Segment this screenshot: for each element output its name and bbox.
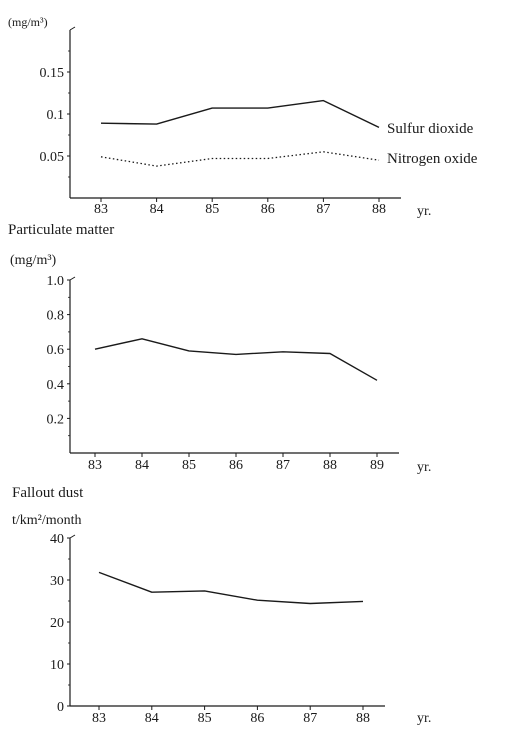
y-axis-cap bbox=[69, 276, 76, 281]
y-tick-label: 0.15 bbox=[40, 66, 65, 81]
y-axis-label: t/km²/month bbox=[12, 513, 82, 528]
y-tick-label: 0 bbox=[57, 700, 64, 715]
x-tick-label: 88 bbox=[323, 458, 337, 473]
series-line-nitrogen-oxide bbox=[100, 151, 380, 167]
y-tick-label: 10 bbox=[50, 658, 64, 673]
x-tick-label: 87 bbox=[316, 202, 330, 217]
x-tick-label: 83 bbox=[94, 202, 108, 217]
y-axis-label: (mg/m³) bbox=[10, 253, 57, 268]
y-tick-label: 0.8 bbox=[47, 309, 65, 324]
x-tick-label: 84 bbox=[145, 711, 159, 726]
x-tick-label: 83 bbox=[92, 711, 106, 726]
y-tick-label: 0.6 bbox=[47, 343, 65, 358]
x-tick-label: 87 bbox=[276, 458, 290, 473]
y-tick-label: 0.05 bbox=[40, 150, 65, 165]
x-tick-label: 88 bbox=[356, 711, 370, 726]
y-tick-label: 30 bbox=[50, 574, 64, 589]
x-tick-label: 86 bbox=[229, 458, 243, 473]
series-label: Nitrogen oxide bbox=[387, 151, 478, 167]
y-tick-label: 0.2 bbox=[47, 412, 65, 427]
y-tick-label: 40 bbox=[50, 532, 64, 547]
x-tick-label: 85 bbox=[198, 711, 212, 726]
x-axis-label: yr. bbox=[417, 711, 431, 726]
y-axis-cap bbox=[69, 534, 76, 539]
x-tick-label: 86 bbox=[250, 711, 264, 726]
x-axis-label: yr. bbox=[417, 204, 431, 219]
x-tick-label: 85 bbox=[182, 458, 196, 473]
y-tick-label: 0.4 bbox=[47, 378, 65, 393]
x-tick-label: 87 bbox=[303, 711, 317, 726]
y-axis-label: (mg/m³) bbox=[8, 15, 48, 29]
series-line bbox=[94, 338, 378, 381]
x-axis-label: yr. bbox=[417, 460, 431, 475]
x-tick-label: 89 bbox=[370, 458, 384, 473]
chart-title: Particulate matter bbox=[8, 222, 114, 238]
series-line-sulfur-dioxide bbox=[100, 99, 380, 129]
series-label: Sulfur dioxide bbox=[387, 121, 474, 137]
y-tick-label: 0.1 bbox=[47, 108, 65, 123]
x-tick-label: 84 bbox=[150, 202, 164, 217]
series-line bbox=[98, 571, 364, 605]
x-tick-label: 86 bbox=[261, 202, 275, 217]
x-tick-label: 84 bbox=[135, 458, 149, 473]
x-tick-label: 85 bbox=[205, 202, 219, 217]
x-tick-label: 88 bbox=[372, 202, 386, 217]
y-axis-cap bbox=[69, 26, 76, 31]
y-tick-label: 1.0 bbox=[47, 274, 65, 289]
x-tick-label: 83 bbox=[88, 458, 102, 473]
chart-title: Fallout dust bbox=[12, 485, 84, 501]
y-tick-label: 20 bbox=[50, 616, 64, 631]
